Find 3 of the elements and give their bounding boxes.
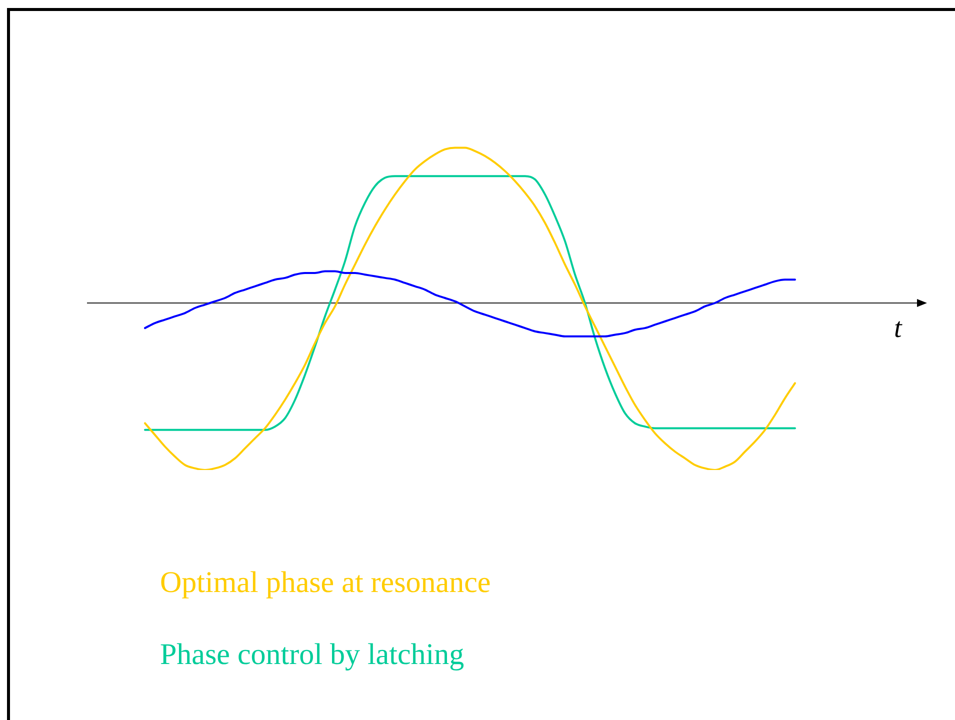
text: Phase control by latching xyxy=(160,638,466,671)
x-axis-title: t xyxy=(894,313,902,344)
text: Optimal phase at resonance xyxy=(160,566,491,599)
